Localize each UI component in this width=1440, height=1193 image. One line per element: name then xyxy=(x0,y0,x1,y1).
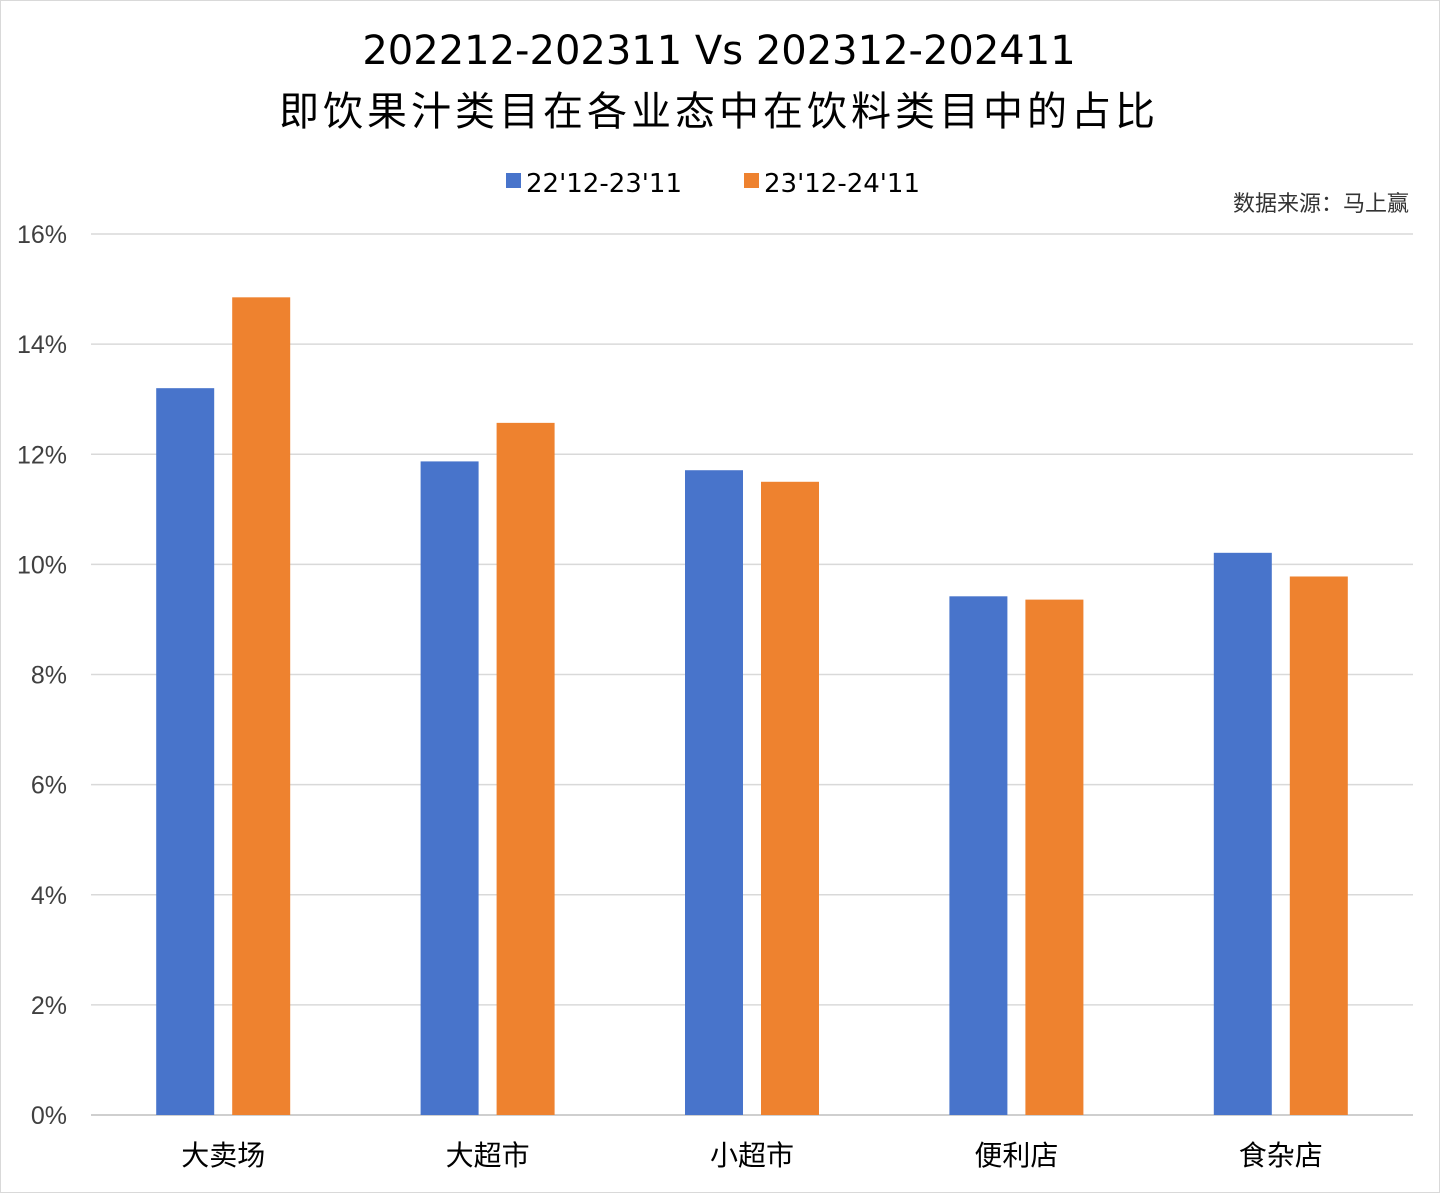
bar-食杂店-series-1 xyxy=(1213,552,1272,1115)
x-category-label: 大卖场 xyxy=(181,1139,265,1172)
legend-swatch-series-1 xyxy=(506,173,521,188)
y-tick-label: 0% xyxy=(31,1102,67,1130)
legend-swatch-series-2 xyxy=(744,173,759,188)
y-axis-tick-labels: 0% 2% 4% 6% 8% 10% 12% 14% 16% xyxy=(17,221,67,1130)
bars xyxy=(156,297,1348,1116)
x-category-label: 便利店 xyxy=(974,1139,1058,1172)
x-category-label: 大超市 xyxy=(446,1139,530,1172)
legend-label-series-2: 23'12-24'11 xyxy=(764,169,920,199)
y-tick-label: 2% xyxy=(31,992,67,1020)
bar-小超市-series-1 xyxy=(685,470,743,1115)
y-tick-label: 12% xyxy=(17,441,67,469)
legend: 22'12-23'11 23'12-24'11 xyxy=(506,169,920,199)
x-axis-category-labels: 大卖场 大超市 小超市 便利店 食杂店 xyxy=(181,1139,1323,1172)
y-tick-label: 10% xyxy=(17,551,67,579)
bar-便利店-series-2 xyxy=(1025,599,1084,1115)
bar-便利店-series-1 xyxy=(949,596,1008,1115)
bar-大卖场-series-1 xyxy=(156,388,215,1115)
chart-title-line-1: 202212-202311 Vs 202312-202411 xyxy=(362,28,1075,74)
y-tick-label: 6% xyxy=(31,772,67,800)
bar-小超市-series-2 xyxy=(761,481,819,1115)
bar-大超市-series-2 xyxy=(496,422,555,1115)
x-category-label: 食杂店 xyxy=(1239,1139,1323,1172)
y-tick-label: 4% xyxy=(31,882,67,910)
y-tick-label: 8% xyxy=(31,662,67,690)
chart-title-line-2: 即饮果汁类目在各业态中在饮料类目中的占比 xyxy=(279,89,1159,135)
bar-大卖场-series-2 xyxy=(232,297,291,1115)
data-source-note: 数据来源：马上赢 xyxy=(1233,192,1409,217)
y-tick-label: 16% xyxy=(17,221,67,249)
y-tick-label: 14% xyxy=(17,331,67,359)
gridlines xyxy=(91,233,1413,1116)
x-category-label: 小超市 xyxy=(710,1139,794,1172)
bar-大超市-series-1 xyxy=(420,461,479,1116)
legend-label-series-1: 22'12-23'11 xyxy=(526,169,682,199)
bar-食杂店-series-2 xyxy=(1289,576,1348,1115)
